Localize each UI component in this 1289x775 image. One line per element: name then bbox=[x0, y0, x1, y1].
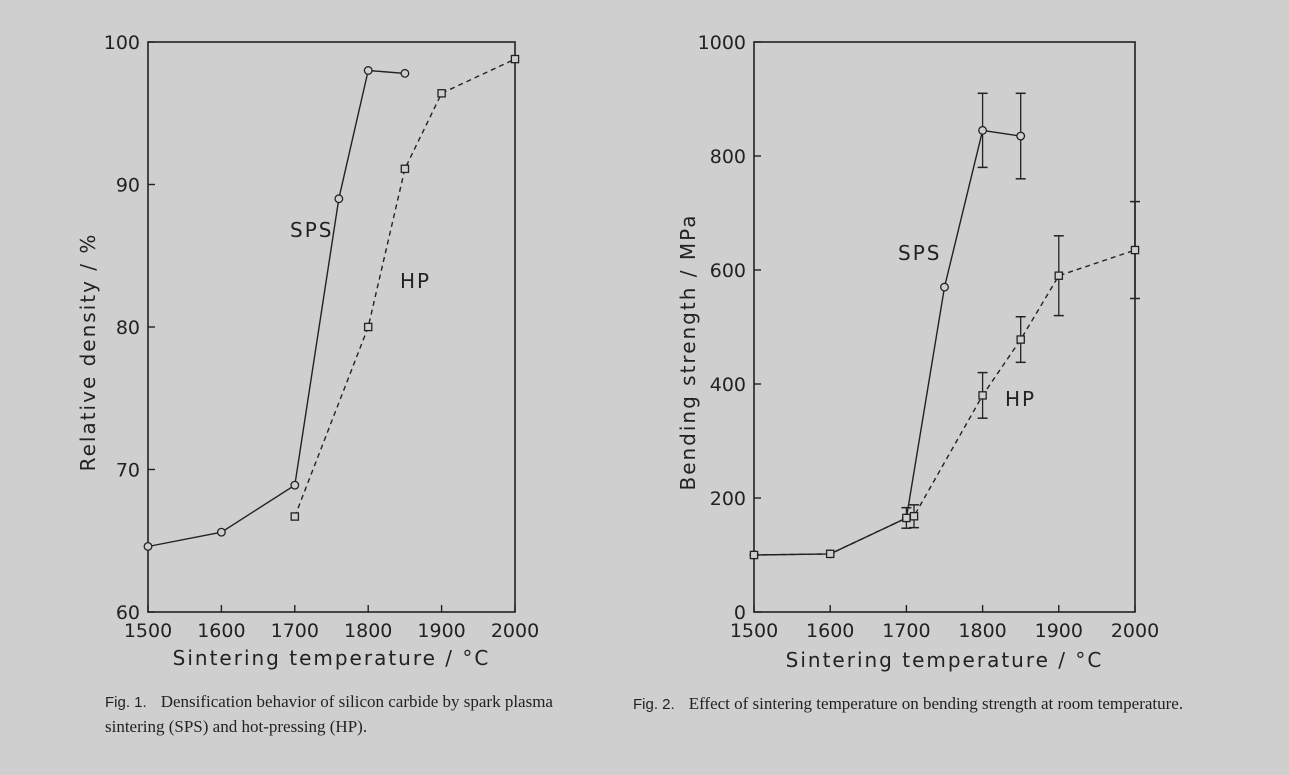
hp-data-point bbox=[290, 512, 300, 521]
figure-2-caption-text: Effect of sintering temperature on bendi… bbox=[688, 694, 1184, 713]
figure-1-caption-label: Fig. 1. bbox=[105, 694, 147, 711]
x-tick-label: 1800 bbox=[344, 620, 392, 642]
hp-data-point bbox=[825, 549, 835, 559]
hp-series-label: HP bbox=[1005, 387, 1036, 411]
x-tick-label: 1500 bbox=[124, 620, 172, 642]
sps-data-point bbox=[363, 66, 373, 75]
x-tick-label: 1700 bbox=[882, 620, 930, 642]
sps-data-point bbox=[940, 282, 949, 292]
hp-series-line bbox=[753, 249, 1136, 556]
figure-1-caption-text: Densification behavior of silicon carbid… bbox=[105, 692, 553, 736]
sps-series-line bbox=[753, 129, 1021, 556]
hp-series-label: HP bbox=[400, 269, 431, 293]
y-axis-label: Relative density / % bbox=[76, 233, 100, 472]
hp-data-point bbox=[749, 550, 759, 560]
sps-data-point bbox=[143, 542, 153, 551]
plot-frame bbox=[753, 41, 1136, 613]
sps-data-point bbox=[290, 480, 300, 490]
y-tick-label: 70 bbox=[116, 460, 140, 482]
y-tick-label: 0 bbox=[734, 602, 746, 624]
x-tick-label: 1500 bbox=[730, 620, 778, 642]
y-tick-label: 1000 bbox=[698, 32, 746, 54]
sps-data-point bbox=[1016, 131, 1026, 141]
hp-data-point bbox=[978, 391, 987, 400]
y-tick-label: 100 bbox=[104, 32, 140, 54]
x-tick-label: 2000 bbox=[491, 620, 539, 642]
x-tick-label: 1900 bbox=[417, 620, 465, 642]
hp-data-point bbox=[510, 54, 520, 64]
figure-2-caption-label: Fig. 2. bbox=[633, 696, 675, 713]
x-axis-label: Sintering temperature / °C bbox=[786, 648, 1104, 672]
hp-data-point bbox=[909, 511, 919, 521]
y-tick-label: 90 bbox=[116, 175, 140, 197]
x-tick-label: 1600 bbox=[806, 620, 854, 642]
figure-2-caption: Fig. 2. Effect of sintering temperature o… bbox=[633, 692, 1213, 717]
y-tick-label: 200 bbox=[710, 488, 746, 510]
hp-series-line bbox=[294, 58, 516, 517]
hp-data-point bbox=[437, 89, 446, 98]
sps-series-label: SPS bbox=[290, 218, 333, 242]
hp-data-point bbox=[363, 322, 373, 332]
sps-data-point bbox=[978, 125, 988, 135]
sps-series-line bbox=[147, 69, 405, 548]
y-tick-label: 60 bbox=[116, 602, 140, 624]
x-tick-label: 1600 bbox=[197, 620, 245, 642]
chart-relative-density: 1500 1600 1700 1800 1900 2000 60 70 80 90 100 Sinte… bbox=[76, 32, 539, 670]
hp-data-point bbox=[902, 513, 911, 523]
y-tick-label: 80 bbox=[116, 317, 140, 339]
x-tick-label: 2000 bbox=[1111, 620, 1159, 642]
sps-data-point bbox=[216, 527, 226, 537]
x-axis-label: Sintering temperature / °C bbox=[173, 646, 491, 670]
figure-1-caption: Fig. 1. Densification behavior of silicon… bbox=[105, 690, 605, 739]
sps-data-point bbox=[400, 68, 410, 78]
y-tick-label: 400 bbox=[710, 374, 746, 396]
sps-data-point bbox=[334, 194, 344, 204]
x-tick-label: 1900 bbox=[1035, 620, 1083, 642]
y-tick-label: 600 bbox=[710, 260, 746, 282]
y-tick-label: 800 bbox=[710, 146, 746, 168]
x-tick-label: 1800 bbox=[958, 620, 1006, 642]
hp-data-point bbox=[1054, 271, 1064, 280]
sps-series-label: SPS bbox=[898, 241, 941, 265]
y-axis-label: Bending strength / MPa bbox=[676, 213, 700, 490]
x-tick-label: 1700 bbox=[271, 620, 319, 642]
plot-frame bbox=[147, 41, 516, 613]
hp-data-point bbox=[1130, 245, 1140, 255]
chart-bending-strength: 1500 1600 1700 1800 1900 2000 0 200 400 600 800 100… bbox=[676, 32, 1159, 672]
hp-data-point bbox=[400, 164, 410, 174]
hp-data-point bbox=[1016, 335, 1025, 344]
